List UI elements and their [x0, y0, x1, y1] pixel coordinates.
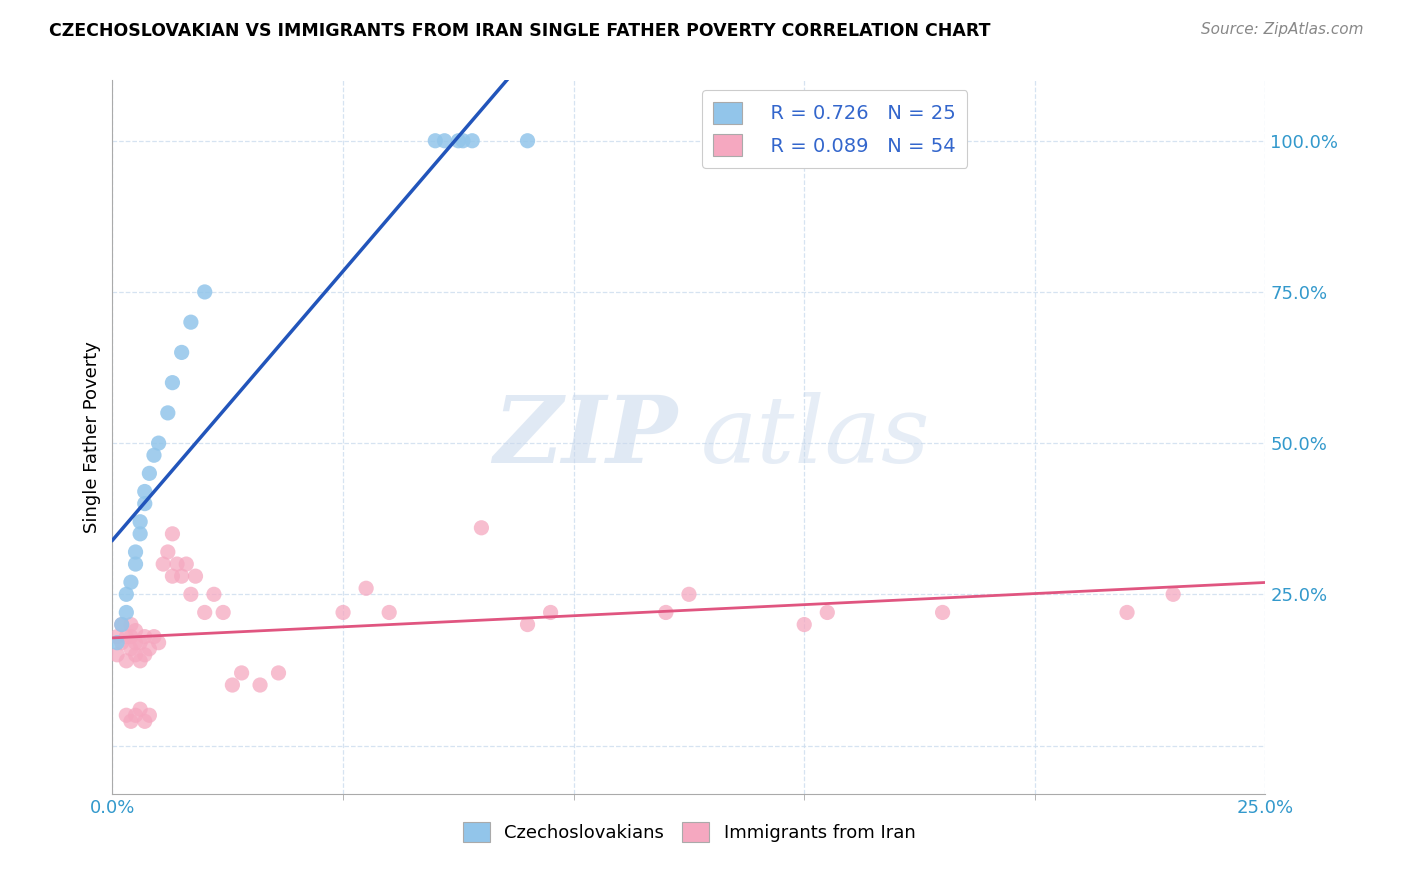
Point — [174, 557, 197, 571]
Point — [143, 630, 166, 644]
Point — [202, 587, 225, 601]
Point — [134, 630, 156, 644]
Point — [111, 617, 134, 632]
Point — [120, 575, 142, 590]
Point — [138, 467, 160, 481]
Point — [134, 648, 156, 662]
Point — [516, 134, 538, 148]
Point — [156, 545, 179, 559]
Point — [678, 587, 700, 601]
Point — [540, 606, 562, 620]
Point — [111, 617, 134, 632]
Point — [120, 617, 142, 632]
Point — [143, 448, 166, 462]
Point — [267, 665, 290, 680]
Point — [194, 285, 217, 299]
Point — [134, 484, 156, 499]
Point — [221, 678, 243, 692]
Point — [124, 557, 146, 571]
Text: Source: ZipAtlas.com: Source: ZipAtlas.com — [1201, 22, 1364, 37]
Point — [655, 606, 678, 620]
Point — [332, 606, 354, 620]
Point — [105, 648, 128, 662]
Point — [461, 134, 484, 148]
Point — [105, 636, 128, 650]
Point — [124, 708, 146, 723]
Text: CZECHOSLOVAKIAN VS IMMIGRANTS FROM IRAN SINGLE FATHER POVERTY CORRELATION CHART: CZECHOSLOVAKIAN VS IMMIGRANTS FROM IRAN … — [49, 22, 991, 40]
Point — [815, 606, 838, 620]
Point — [162, 526, 184, 541]
Legend: Czechoslovakians, Immigrants from Iran: Czechoslovakians, Immigrants from Iran — [456, 814, 922, 849]
Point — [148, 636, 170, 650]
Point — [931, 606, 953, 620]
Point — [129, 636, 152, 650]
Point — [1161, 587, 1184, 601]
Point — [156, 406, 179, 420]
Point — [433, 134, 456, 148]
Point — [170, 569, 193, 583]
Point — [516, 617, 538, 632]
Point — [129, 702, 152, 716]
Point — [378, 606, 401, 620]
Point — [212, 606, 235, 620]
Point — [129, 654, 152, 668]
Point — [111, 636, 134, 650]
Point — [166, 557, 188, 571]
Point — [115, 587, 138, 601]
Point — [124, 636, 146, 650]
Point — [120, 641, 142, 656]
Text: ZIP: ZIP — [494, 392, 678, 482]
Point — [134, 497, 156, 511]
Text: atlas: atlas — [700, 392, 929, 482]
Point — [138, 708, 160, 723]
Point — [115, 654, 138, 668]
Point — [124, 648, 146, 662]
Point — [115, 708, 138, 723]
Point — [184, 569, 207, 583]
Point — [1116, 606, 1139, 620]
Point — [470, 521, 492, 535]
Point — [124, 624, 146, 638]
Point — [194, 606, 217, 620]
Point — [105, 630, 128, 644]
Point — [152, 557, 174, 571]
Point — [148, 436, 170, 450]
Point — [170, 345, 193, 359]
Point — [249, 678, 271, 692]
Point — [138, 641, 160, 656]
Point — [793, 617, 815, 632]
Point — [425, 134, 447, 148]
Point — [162, 569, 184, 583]
Point — [129, 515, 152, 529]
Point — [120, 714, 142, 729]
Y-axis label: Single Father Poverty: Single Father Poverty — [83, 341, 101, 533]
Point — [447, 134, 470, 148]
Point — [354, 581, 377, 595]
Point — [124, 545, 146, 559]
Point — [231, 665, 253, 680]
Point — [134, 714, 156, 729]
Point — [129, 526, 152, 541]
Point — [180, 587, 202, 601]
Point — [162, 376, 184, 390]
Point — [120, 630, 142, 644]
Point — [451, 134, 474, 148]
Point — [115, 606, 138, 620]
Point — [180, 315, 202, 329]
Point — [115, 630, 138, 644]
